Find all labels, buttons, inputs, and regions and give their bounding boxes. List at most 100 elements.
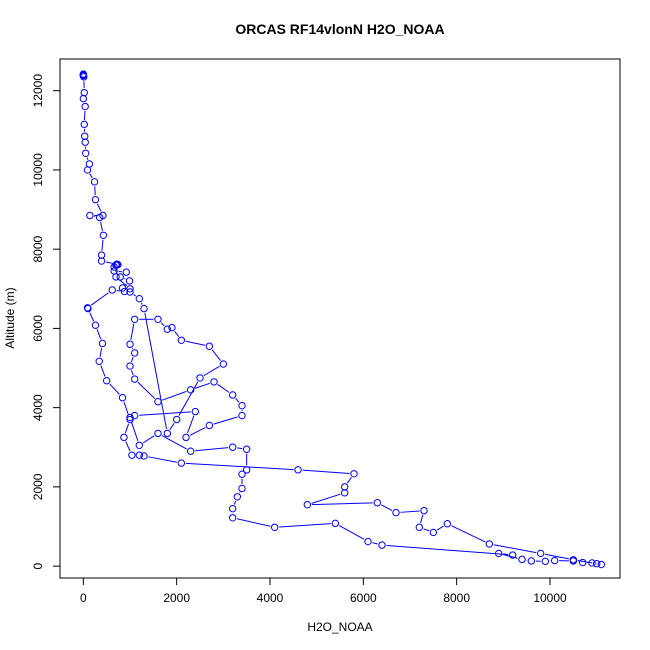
- data-point: [186, 386, 195, 394]
- data-point: [99, 231, 108, 240]
- series-layer: [79, 70, 606, 569]
- series-segment: [381, 504, 393, 511]
- data-point: [126, 285, 134, 293]
- data-point: [420, 506, 428, 515]
- data-point: [569, 557, 578, 565]
- data-point: [91, 195, 100, 204]
- data-point: [238, 411, 246, 420]
- series-segment: [86, 157, 89, 160]
- data-point: [373, 499, 382, 507]
- series-segment: [105, 261, 113, 264]
- data-point: [140, 304, 148, 313]
- chart-title: ORCAS RF14vlonN H2O_NOAA: [235, 21, 444, 37]
- series-segment: [139, 411, 191, 416]
- data-point: [494, 549, 503, 558]
- series-segment: [185, 462, 294, 471]
- series-segment: [140, 302, 143, 305]
- series-segment: [311, 493, 341, 504]
- data-point: [80, 73, 88, 81]
- data-point: [126, 415, 134, 424]
- data-point: [238, 401, 246, 410]
- data-point: [196, 374, 204, 382]
- series-segment: [233, 500, 237, 505]
- x-axis: 0 2000 4000 6000 8000 10000: [80, 577, 567, 605]
- data-point: [120, 433, 128, 442]
- series-segment: [169, 422, 175, 430]
- data-point: [130, 411, 139, 420]
- series-segment: [131, 357, 134, 362]
- series-segment: [217, 384, 230, 393]
- series-segment: [211, 349, 221, 361]
- x-tick-label: 2000: [163, 591, 190, 605]
- series-segment: [311, 502, 373, 506]
- data-point: [126, 362, 134, 370]
- data-point: [81, 138, 89, 146]
- series-segment: [142, 435, 155, 444]
- series-segment: [493, 544, 537, 554]
- y-tick-label: 0: [31, 562, 45, 569]
- series-segment: [236, 518, 271, 527]
- series-segment: [90, 292, 109, 306]
- x-tick-label: 0: [80, 591, 87, 605]
- data-point: [242, 466, 251, 474]
- series-segment: [235, 398, 240, 403]
- data-point: [81, 102, 89, 111]
- series-segment: [109, 383, 120, 395]
- data-point: [186, 447, 195, 455]
- data-point: [429, 528, 438, 537]
- series-segment: [279, 523, 331, 528]
- series-segment: [178, 381, 199, 416]
- x-tick-label: 10000: [533, 591, 567, 605]
- series-segment: [420, 514, 424, 524]
- data-point: [112, 261, 120, 269]
- data-point: [126, 288, 134, 296]
- data-point: [238, 484, 246, 493]
- y-tick-label: 2000: [31, 473, 45, 500]
- data-point: [443, 520, 452, 528]
- series-segment: [161, 435, 187, 450]
- data-point: [81, 132, 89, 140]
- data-point: [81, 149, 90, 157]
- data-point: [97, 257, 106, 265]
- data-point: [90, 178, 99, 186]
- series-segment: [99, 347, 103, 357]
- series-segment: [194, 382, 210, 389]
- data-point: [163, 325, 172, 333]
- data-point: [108, 286, 116, 294]
- data-point: [508, 551, 517, 559]
- data-point: [168, 323, 176, 332]
- data-point: [128, 451, 136, 459]
- plot-frame: [59, 58, 621, 579]
- data-point: [228, 504, 237, 513]
- x-tick-label: 8000: [443, 591, 470, 605]
- series-segment: [125, 441, 131, 452]
- data-point: [228, 514, 237, 522]
- data-point: [238, 470, 246, 478]
- data-point: [130, 375, 139, 383]
- data-point: [83, 166, 92, 174]
- data-point: [415, 523, 424, 531]
- data-point: [518, 555, 526, 564]
- data-point: [270, 523, 279, 531]
- series-segment: [346, 477, 352, 484]
- series-segment: [372, 542, 378, 545]
- data-point: [84, 304, 92, 313]
- series-segment: [124, 423, 130, 434]
- series-segment: [213, 416, 238, 425]
- series-segment: [130, 421, 139, 442]
- data-point: [340, 483, 349, 491]
- data-point: [205, 421, 214, 430]
- data-point: [85, 160, 94, 168]
- x-tick-label: 6000: [350, 591, 377, 605]
- data-point: [550, 556, 559, 565]
- data-point: [303, 501, 312, 509]
- data-point: [294, 466, 302, 474]
- data-point: [233, 493, 242, 501]
- data-point: [79, 94, 88, 103]
- x-axis-label: H2O_NOAA: [307, 620, 372, 634]
- data-point: [80, 88, 88, 97]
- y-tick-label: 6000: [31, 315, 45, 342]
- series-segment: [174, 330, 180, 337]
- series-segment: [101, 239, 104, 251]
